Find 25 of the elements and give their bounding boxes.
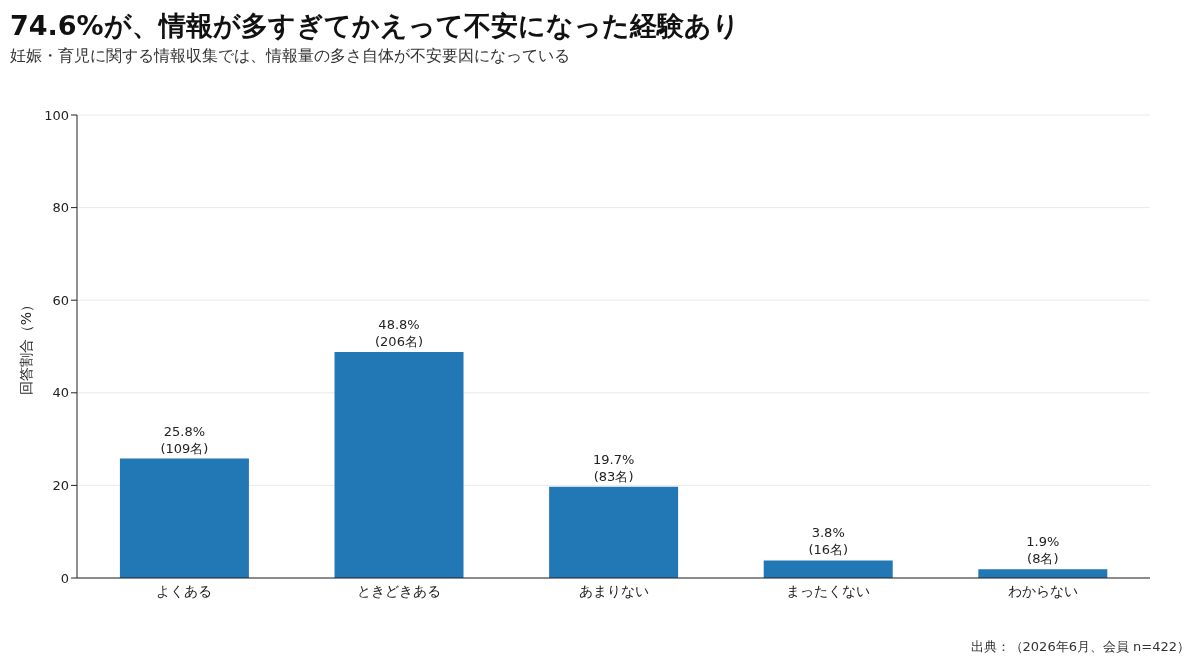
y-tick-label: 60 [52, 292, 69, 308]
x-tick-label: あまりない [578, 582, 649, 599]
data-label: 48.8% (206名) [375, 317, 423, 350]
source-note: 出典：（2026年6月、会員 n=422） [970, 638, 1190, 656]
bar [119, 458, 249, 578]
bar [549, 486, 679, 578]
data-label: 25.8% (109名) [160, 423, 209, 456]
y-tick-label: 100 [44, 107, 69, 123]
bar [763, 560, 893, 578]
x-tick-label: よくある [156, 582, 213, 599]
y-tick-label: 80 [52, 200, 69, 216]
y-tick-label: 0 [60, 570, 69, 586]
bar [978, 569, 1108, 578]
chart-subtitle: 妊娠・育児に関する情報収集では、情報量の多さ自体が不安要因になっている [10, 46, 570, 67]
data-label: 3.8% (16名) [808, 525, 849, 558]
data-label: 19.7% (83名) [592, 451, 635, 484]
y-tick-label: 20 [52, 478, 69, 494]
x-tick-label: ときどきある [356, 582, 441, 599]
chart-title: 74.6%が、情報が多すぎてかえって不安になった経験あり [10, 9, 740, 43]
y-axis-title: 回答割合（%） [17, 297, 34, 396]
data-label: 1.9% (8名) [1026, 534, 1060, 567]
y-tick-label: 40 [52, 385, 69, 401]
bar [334, 352, 464, 578]
x-tick-label: まったくない [786, 582, 871, 599]
x-tick-label: わからない [1007, 582, 1078, 599]
